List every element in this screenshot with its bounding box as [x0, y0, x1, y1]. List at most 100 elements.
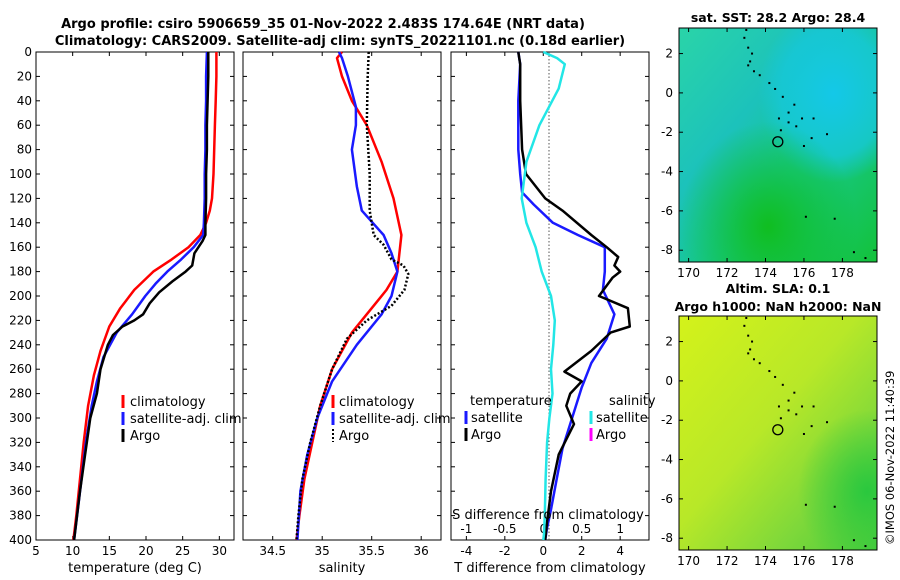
map-lat-label: -2: [661, 125, 673, 139]
sla-profile-marker: [772, 424, 784, 436]
figure-title-line1: Argo profile: csiro 5906659_35 01-Nov-20…: [61, 17, 585, 32]
depth-tick-label: 200: [9, 289, 32, 303]
depth-tick-label: 280: [9, 387, 32, 401]
map-lat-label: -8: [661, 531, 673, 545]
sal-legend-label-climatology: climatology: [339, 395, 415, 410]
island-dot: [768, 82, 771, 85]
depth-tick-label: 100: [9, 167, 32, 181]
legend-label-satellite: satellite-adj. clim: [130, 412, 242, 427]
sal-legend-label-satellite: satellite-adj. clim: [339, 412, 451, 427]
map-lon-label: 170: [677, 266, 700, 280]
island-dot: [833, 505, 836, 508]
island-dot: [795, 125, 798, 128]
map-lon-label: 170: [677, 554, 700, 568]
x-tick-label: 35.5: [358, 544, 385, 558]
series-argo: [295, 51, 410, 541]
sal-legend-label-argo: Argo: [339, 429, 369, 444]
depth-tick-label: 400: [9, 533, 32, 547]
x-tick-label: 25: [175, 544, 190, 558]
depth-tick-label: 260: [9, 362, 32, 376]
island-dot: [758, 362, 761, 365]
map-lon-label: 178: [831, 554, 854, 568]
map-lon-label: 172: [716, 554, 739, 568]
series-salinity-satellite: [520, 50, 567, 541]
temp-xlabel: temperature (deg C): [68, 561, 202, 576]
x-tick-label: 15: [102, 544, 117, 558]
depth-tick-label: 240: [9, 338, 32, 352]
x-tick-label: 0: [539, 544, 547, 558]
island-dot: [745, 316, 748, 319]
map-lat-label: 2: [665, 47, 673, 61]
diff-legend-label-t-satellite: satellite: [471, 411, 523, 426]
island-dot: [810, 425, 813, 428]
island-dot: [747, 64, 750, 67]
map-lon-label: 174: [754, 266, 777, 280]
x-tick-label: 5: [32, 544, 40, 558]
diff-legend: temperature satellite Argo salinity sate…: [464, 394, 656, 443]
island-dot: [787, 121, 790, 124]
diff-legend-label-t-argo: Argo: [471, 428, 501, 443]
island-dot: [793, 103, 796, 106]
island-dot: [787, 399, 790, 402]
island-dot: [774, 375, 777, 378]
depth-tick-label: 360: [9, 484, 32, 498]
depth-tick-label: 220: [9, 313, 32, 327]
sal-xlabel: salinity: [319, 561, 366, 576]
map-lat-label: -2: [661, 413, 673, 427]
sla-map-title-line1: Altim. SLA: 0.1: [726, 281, 831, 296]
map-lon-label: 176: [792, 554, 815, 568]
depth-tick-label: 40: [17, 94, 32, 108]
map-lat-label: 0: [665, 86, 673, 100]
map-lat-label: -8: [661, 243, 673, 257]
temperature-panel: 0 20 40 60 80 100 120 140 160 180 200 220 240 260 280 3…: [9, 45, 242, 576]
island-dot: [745, 28, 748, 31]
series-temperature-argo: [517, 51, 632, 541]
depth-tick-label: 80: [17, 143, 32, 157]
island-dot: [751, 52, 754, 55]
difference-panel: -4 -2 0 2 4 -1 -0.5 0 0.5 1 T difference from cl…: [450, 50, 656, 576]
island-dot: [804, 215, 807, 218]
map-lat-label: 2: [665, 335, 673, 349]
island-dot: [779, 417, 782, 420]
x-tick-label: 34.5: [259, 544, 286, 558]
island-dot: [747, 46, 750, 49]
x2-tick-label: -0.5: [493, 522, 516, 536]
depth-tick-label: 300: [9, 411, 32, 425]
island-dot: [812, 117, 815, 120]
map-lat-label: -4: [661, 453, 673, 467]
map-lat-label: -4: [661, 165, 673, 179]
map-lat-label: -6: [661, 204, 673, 218]
sst-map-title: sat. SST: 28.2 Argo: 28.4: [691, 10, 866, 25]
series-climatology: [295, 51, 403, 541]
island-dot: [826, 421, 829, 424]
island-dot: [747, 352, 750, 355]
island-dot: [749, 60, 752, 63]
island-dot: [758, 74, 761, 77]
depth-tick-label: 0: [24, 45, 32, 59]
diff-xlabel: T difference from climatology: [453, 561, 646, 576]
island-dot: [812, 405, 815, 408]
sla-map-islands: [743, 316, 867, 548]
x-tick-label: 20: [138, 544, 153, 558]
island-dot: [743, 324, 746, 327]
sst-profile-marker: [772, 136, 784, 148]
island-dot: [852, 251, 855, 254]
map-lat-label: -6: [661, 492, 673, 506]
sal-legend: climatology satellite-adj. clim Argo: [331, 395, 451, 444]
figure-title-line2: Climatology: CARS2009. Satellite-adj cli…: [55, 34, 625, 49]
island-dot: [852, 539, 855, 542]
x-tick-label: 10: [65, 544, 80, 558]
series-argo: [72, 52, 210, 541]
diff-legend-temp-header: temperature: [470, 394, 552, 409]
map-lon-label: 176: [792, 266, 815, 280]
depth-tick-label: 180: [9, 265, 32, 279]
island-dot: [751, 340, 754, 343]
island-dot: [777, 405, 780, 408]
series-climatology: [72, 52, 218, 541]
diff-legend-label-s-satellite: satellite: [596, 411, 648, 426]
diff-legend-label-s-argo: Argo: [596, 428, 626, 443]
island-dot: [781, 383, 784, 386]
timestamp-stamp: ©IMOS 06-Nov-2022 11:40:39: [883, 371, 897, 545]
island-dot: [864, 257, 867, 260]
island-dot: [774, 87, 777, 90]
